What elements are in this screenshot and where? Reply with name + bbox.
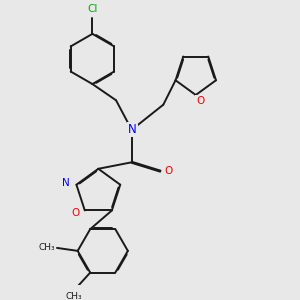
Text: O: O	[196, 96, 204, 106]
Text: Cl: Cl	[87, 4, 98, 14]
Text: N: N	[128, 123, 137, 136]
Text: O: O	[72, 208, 80, 218]
Text: O: O	[164, 166, 173, 176]
Text: CH₃: CH₃	[66, 292, 82, 300]
Text: N: N	[62, 178, 70, 188]
Text: CH₃: CH₃	[38, 243, 55, 252]
